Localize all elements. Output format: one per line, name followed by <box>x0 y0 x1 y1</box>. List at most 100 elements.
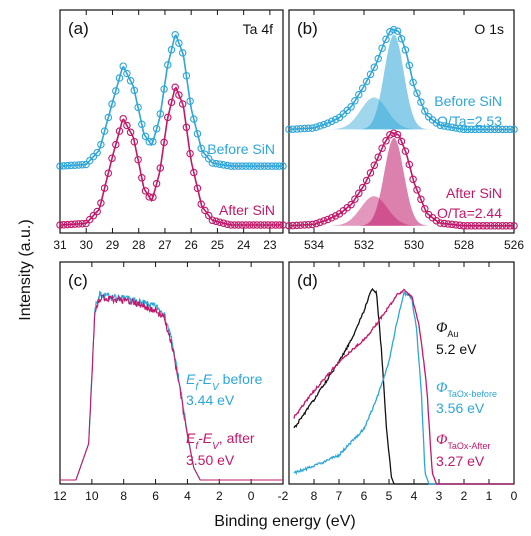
data-point-marker <box>63 161 72 170</box>
annotation-text-part: V <box>212 441 220 452</box>
data-point-marker <box>186 97 194 105</box>
data-point-marker <box>138 174 146 182</box>
data-point-marker <box>490 222 499 230</box>
x-tick-label: 3 <box>436 489 443 503</box>
data-point-marker <box>374 54 382 63</box>
label-after-sin: After SiN <box>219 202 275 218</box>
data-point-marker <box>160 85 168 93</box>
data-point-marker <box>93 207 101 216</box>
data-point-marker <box>164 61 172 69</box>
data-point-marker <box>397 35 406 43</box>
data-point-marker <box>300 124 309 133</box>
data-point-marker <box>389 129 398 137</box>
x-tick-label: 6 <box>361 489 368 503</box>
data-point-marker <box>112 87 120 95</box>
data-point-marker <box>123 69 131 78</box>
data-point-marker <box>138 120 146 129</box>
data-point-marker <box>374 153 382 161</box>
data-point-marker <box>190 115 198 123</box>
data-point-marker <box>190 168 198 177</box>
panel-b-o1s: 534 532 530 528 526 (b) O 1s Before SiN O/Ta=2.5… <box>285 9 524 252</box>
data-point-marker <box>193 130 202 138</box>
data-point-marker <box>506 125 514 134</box>
data-point-marker <box>289 221 297 230</box>
x-tick-label: 8 <box>311 489 318 503</box>
data-point-marker <box>448 220 456 229</box>
data-point-marker <box>85 215 94 224</box>
data-point-marker <box>413 89 421 97</box>
data-point-marker <box>432 217 441 225</box>
data-point-marker <box>320 120 328 129</box>
data-point-marker <box>351 97 359 105</box>
fitted-component-area <box>326 97 452 130</box>
data-point-marker <box>475 125 483 134</box>
x-tick-label: 31 <box>53 238 67 252</box>
x-tick-label: 526 <box>504 238 524 252</box>
x-tick-label: 5 <box>386 489 393 503</box>
data-point-marker <box>171 31 179 39</box>
x-tick-label: 1 <box>486 489 493 503</box>
data-point-marker <box>486 125 495 134</box>
data-point-marker <box>421 204 429 213</box>
data-point-marker <box>358 183 367 192</box>
panel-d-label: (d) <box>297 271 318 290</box>
data-point-marker <box>483 125 491 134</box>
data-point-marker <box>268 162 276 170</box>
panel-a-ta4f: 31 30 29 28 27 26 25 24 23 (a) Ta 4f Before SiN Afte… <box>53 9 287 252</box>
data-point-marker <box>463 222 472 230</box>
data-point-marker <box>164 113 172 122</box>
annotation-value-before: 3.44 eV <box>186 392 235 408</box>
annotation-phi-value: 3.56 eV <box>436 400 485 416</box>
data-point-marker <box>216 218 224 226</box>
data-point-marker <box>448 123 456 132</box>
data-point-marker <box>494 222 503 230</box>
data-point-marker <box>260 162 269 170</box>
data-point-marker <box>93 148 101 157</box>
data-point-marker <box>56 162 64 170</box>
annotation-ota-after: O/Ta=2.44 <box>437 205 502 221</box>
data-point-marker <box>304 124 313 133</box>
data-point-marker <box>193 184 202 193</box>
data-point-marker <box>366 70 375 79</box>
data-point-marker <box>223 161 232 170</box>
data-point-marker <box>455 221 464 230</box>
data-point-marker <box>134 155 142 164</box>
data-point-marker <box>382 35 390 44</box>
annotation-ota-before: O/Ta=2.53 <box>437 113 502 129</box>
data-point-marker <box>362 77 371 86</box>
data-point-marker <box>59 221 68 229</box>
data-point-marker <box>112 140 120 149</box>
x-tick-label: 4 <box>411 489 418 503</box>
data-point-marker <box>126 128 135 137</box>
panel-a-title: Ta 4f <box>243 21 273 37</box>
data-point-marker <box>467 222 476 230</box>
data-point-marker <box>293 125 301 133</box>
data-point-marker <box>275 162 284 170</box>
phi-subscript: TaOx-before <box>447 389 497 399</box>
data-point-marker <box>268 221 276 229</box>
data-point-marker <box>285 222 293 230</box>
data-point-marker <box>316 218 324 227</box>
data-point-marker <box>401 147 410 155</box>
data-point-marker <box>245 162 254 170</box>
data-point-marker <box>389 25 398 34</box>
data-point-marker <box>347 103 355 111</box>
x-tick-label: 6 <box>152 489 159 503</box>
data-point-marker <box>351 195 359 203</box>
annotation-phi-au: ΦAu <box>436 320 458 339</box>
data-point-marker <box>417 195 425 204</box>
x-tick-label: 7 <box>336 489 343 503</box>
data-point-marker <box>97 140 105 149</box>
data-point-marker <box>178 100 187 108</box>
data-point-marker <box>370 63 379 71</box>
data-point-marker <box>78 160 87 169</box>
data-point-marker <box>455 124 464 133</box>
data-point-marker <box>115 127 124 135</box>
data-point-marker <box>201 206 209 215</box>
data-point-marker <box>275 221 284 229</box>
data-point-marker <box>393 130 402 139</box>
data-point-marker <box>366 169 375 177</box>
data-point-marker <box>436 121 445 130</box>
data-point-marker <box>378 144 386 152</box>
